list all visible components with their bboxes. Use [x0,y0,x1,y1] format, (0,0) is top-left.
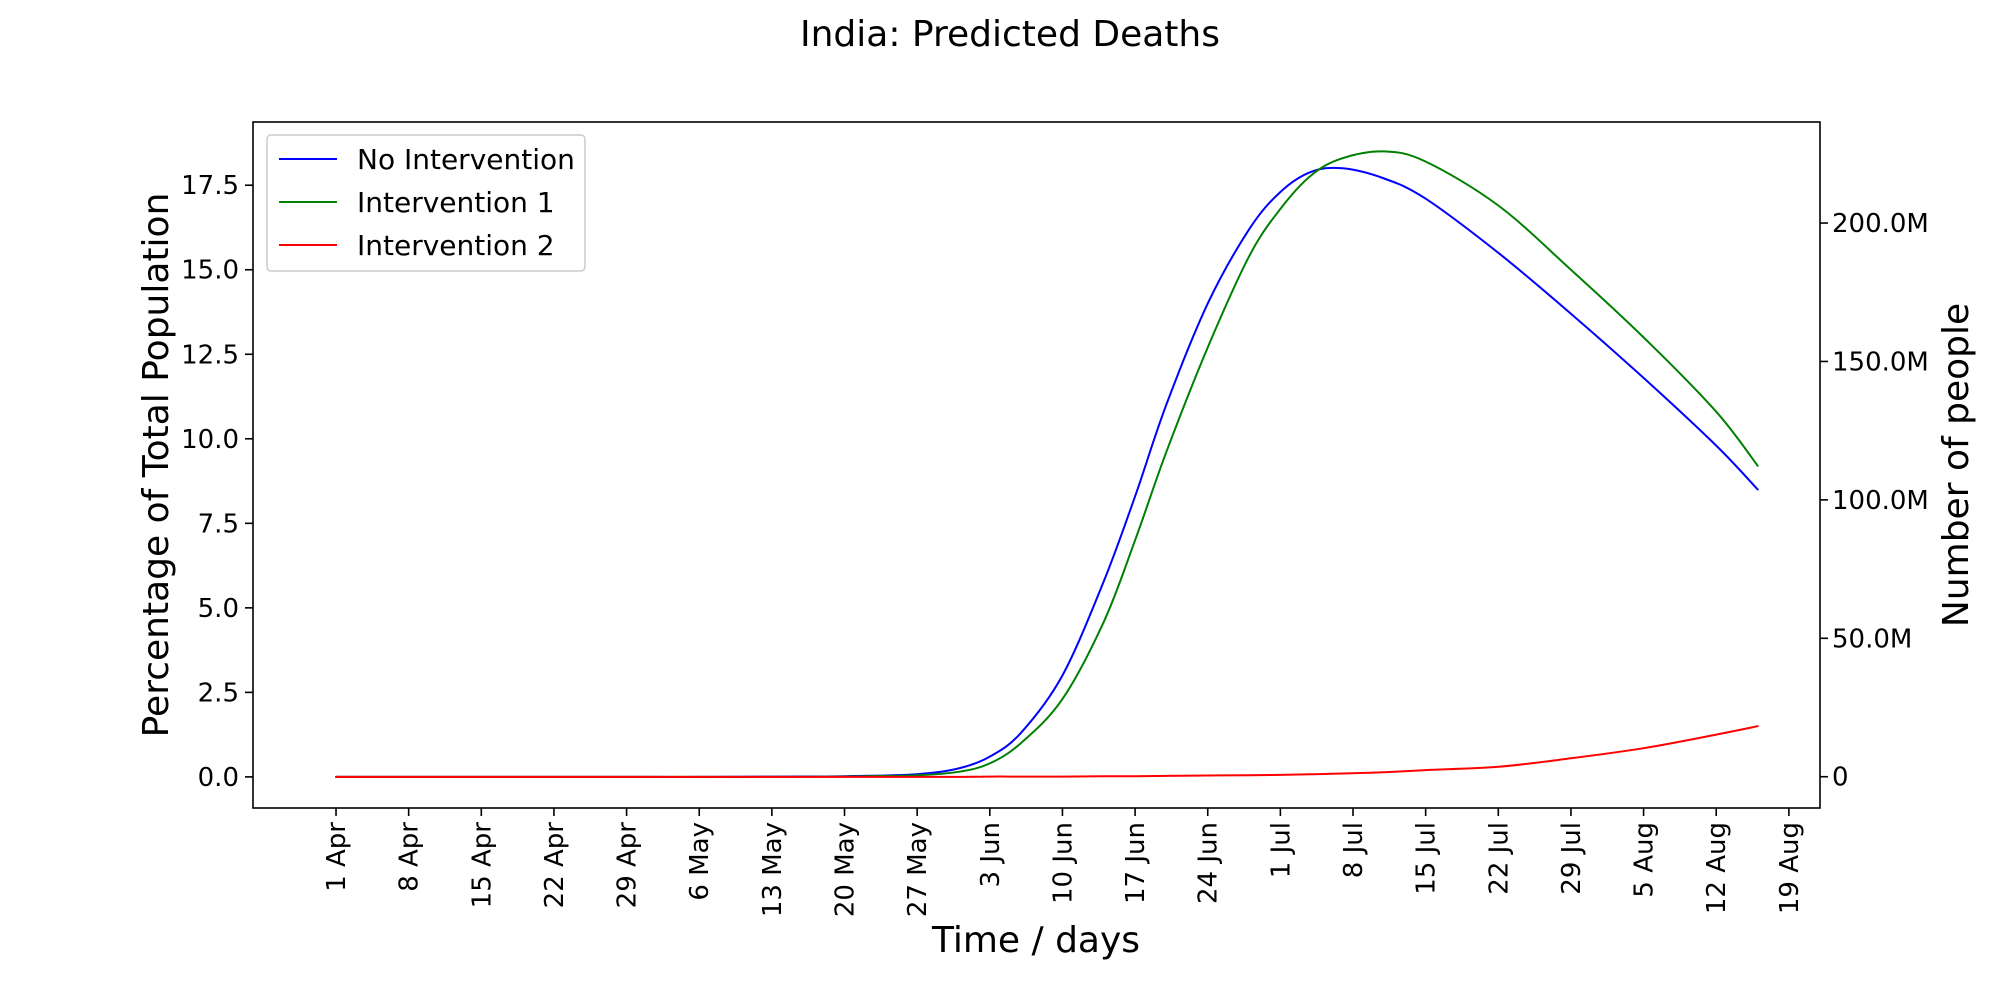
x-tick-label: 17 Jun [1121,822,1151,904]
y2-tick-label: 50.0M [1832,624,1912,654]
series-layer [335,150,1759,778]
plot-area [252,121,1821,809]
series-line-3 [335,725,1759,778]
y2-tick-label: 200.0M [1832,209,1929,239]
plot-frame [252,121,1821,809]
x-tick-label: 8 Apr [395,822,425,892]
x-tick-label: 24 Jun [1194,822,1224,904]
x-tick-label: 13 May [758,822,788,917]
x-tick-label: 3 Jun [976,822,1006,887]
legend-box [266,134,586,272]
x-tick-label: 15 Apr [467,822,497,909]
y-axis-label: Percentage of Total Population [136,193,177,738]
y-tick-label: 17.5 [181,171,239,201]
chart-title: India: Predicted Deaths [800,14,1220,55]
x-tick-label: 20 May [831,822,861,917]
x-axis-label: Time / days [931,920,1140,961]
x-tick-label: 22 Apr [540,822,570,909]
x-tick-label: 6 May [685,822,715,901]
x-tick-label: 15 Jul [1412,822,1442,895]
legend-items: No Intervention Intervention 1 Interventio… [279,143,575,262]
legend-label-2: Intervention 1 [357,186,555,219]
y-axis-left: 0.0 2.5 5.0 7.5 10.0 12.5 15.0 17.5 [181,171,253,793]
x-tick-label: 1 Jul [1266,822,1296,878]
y2-axis-label: Number of people [1936,303,1977,627]
y-axis-right: 0 50.0M 100.0M 150.0M 200.0M [1820,209,1929,793]
y-tick-label: 10.0 [181,425,239,455]
y2-tick-label: 0 [1832,763,1849,793]
y2-tick-label: 100.0M [1832,486,1929,516]
y-tick-label: 12.5 [181,340,239,370]
x-tick-label: 27 May [903,822,933,917]
x-tick-label: 22 Jul [1484,822,1514,895]
x-tick-label: 29 Apr [613,822,643,909]
x-axis: 1 Apr 8 Apr 15 Apr 22 Apr 29 Apr 6 May 13 May 2… [322,808,1805,917]
legend-label-3: Intervention 2 [357,229,555,262]
y-tick-label: 7.5 [198,509,239,539]
x-tick-label: 8 Jul [1339,822,1369,878]
x-tick-label: 29 Jul [1557,822,1587,895]
y-tick-label: 5.0 [198,594,239,624]
y-tick-label: 15.0 [181,256,239,286]
x-tick-label: 12 Aug [1702,822,1732,914]
y-tick-label: 2.5 [198,678,239,708]
legend-label-1: No Intervention [357,143,575,176]
legend: No Intervention Intervention 1 Interventio… [266,134,586,272]
y2-tick-label: 150.0M [1832,347,1929,377]
x-tick-label: 19 Aug [1775,822,1805,914]
x-tick-label: 10 Jun [1048,822,1078,904]
y-tick-label: 0.0 [198,763,239,793]
x-tick-label: 5 Aug [1630,822,1660,898]
x-tick-label: 1 Apr [322,822,352,892]
